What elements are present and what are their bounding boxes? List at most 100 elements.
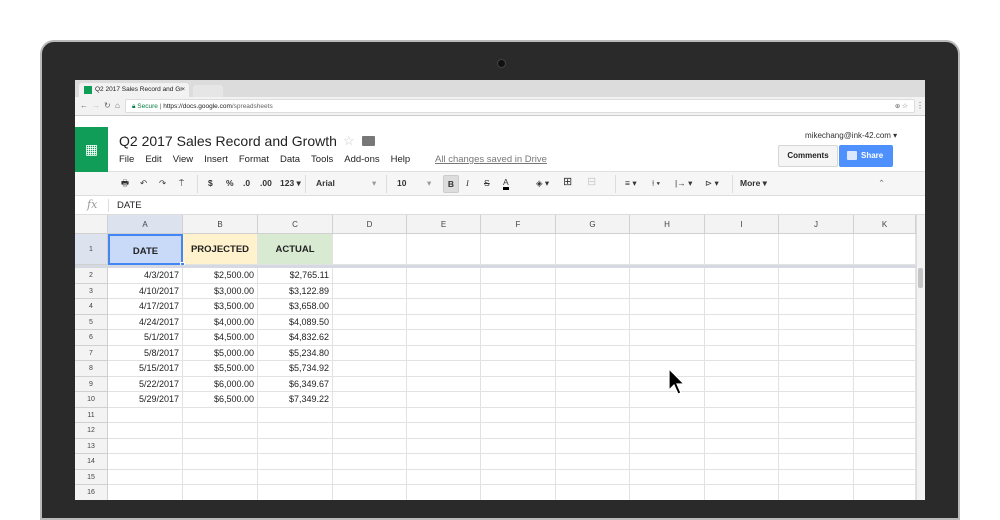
table-cell[interactable]: $7,349.22 bbox=[258, 392, 333, 408]
empty-cell[interactable] bbox=[407, 268, 481, 284]
empty-cell[interactable] bbox=[556, 345, 630, 361]
empty-cell[interactable] bbox=[556, 407, 630, 423]
empty-cell[interactable] bbox=[333, 469, 407, 485]
empty-cell[interactable] bbox=[556, 485, 630, 500]
empty-cell[interactable] bbox=[854, 454, 916, 470]
row-header[interactable]: 9 bbox=[75, 376, 108, 392]
row-header[interactable]: 12 bbox=[75, 423, 108, 439]
empty-cell[interactable] bbox=[630, 376, 705, 392]
empty-cell[interactable] bbox=[407, 454, 481, 470]
row-header[interactable]: 3 bbox=[75, 283, 108, 299]
row-header[interactable]: 2 bbox=[75, 268, 108, 284]
empty-cell[interactable] bbox=[183, 423, 258, 439]
empty-cell[interactable] bbox=[779, 454, 854, 470]
row-header[interactable]: 6 bbox=[75, 330, 108, 346]
empty-cell[interactable] bbox=[407, 485, 481, 500]
empty-cell[interactable] bbox=[705, 268, 779, 284]
row-header[interactable]: 11 bbox=[75, 407, 108, 423]
table-cell[interactable]: $2,765.11 bbox=[258, 268, 333, 284]
text-wrap-icon[interactable]: |→ ▾ bbox=[675, 178, 693, 188]
print-icon[interactable]: 🖶︎ bbox=[121, 178, 130, 188]
empty-cell[interactable] bbox=[333, 361, 407, 377]
empty-cell[interactable] bbox=[779, 407, 854, 423]
column-header-e[interactable]: E bbox=[407, 215, 481, 234]
empty-cell[interactable] bbox=[183, 485, 258, 500]
italic-button[interactable]: I bbox=[466, 178, 469, 188]
table-cell[interactable]: $4,000.00 bbox=[183, 314, 258, 330]
empty-cell[interactable] bbox=[630, 438, 705, 454]
column-header-i[interactable]: I bbox=[705, 215, 779, 234]
empty-cell[interactable] bbox=[333, 330, 407, 346]
empty-cell[interactable] bbox=[258, 485, 333, 500]
empty-cell[interactable] bbox=[556, 469, 630, 485]
empty-cell[interactable] bbox=[854, 345, 916, 361]
horizontal-align-icon[interactable]: ≡ ▾ bbox=[625, 178, 637, 188]
borders-icon[interactable]: ⊞ bbox=[563, 176, 573, 188]
frozen-row-divider[interactable] bbox=[75, 265, 916, 268]
row-header[interactable]: 7 bbox=[75, 345, 108, 361]
empty-cell[interactable] bbox=[705, 283, 779, 299]
empty-cell[interactable] bbox=[779, 330, 854, 346]
table-cell[interactable]: 4/17/2017 bbox=[108, 299, 183, 315]
empty-cell[interactable] bbox=[854, 485, 916, 500]
decrease-decimal-button[interactable]: .0 bbox=[243, 178, 251, 188]
close-tab-icon[interactable]: × bbox=[181, 86, 185, 93]
empty-cell[interactable] bbox=[481, 392, 556, 408]
menu-help[interactable]: Help bbox=[390, 154, 411, 165]
empty-cell[interactable] bbox=[630, 345, 705, 361]
empty-cell[interactable] bbox=[630, 361, 705, 377]
empty-cell[interactable] bbox=[705, 376, 779, 392]
empty-cell[interactable] bbox=[779, 299, 854, 315]
select-all-corner[interactable] bbox=[75, 215, 108, 234]
empty-cell[interactable] bbox=[556, 392, 630, 408]
undo-icon[interactable]: ↶ bbox=[140, 178, 148, 188]
empty-cell[interactable] bbox=[481, 469, 556, 485]
row-header[interactable]: 14 bbox=[75, 454, 108, 470]
empty-cell[interactable] bbox=[705, 423, 779, 439]
empty-cell[interactable] bbox=[556, 314, 630, 330]
column-header-j[interactable]: J bbox=[779, 215, 854, 234]
empty-cell[interactable] bbox=[183, 407, 258, 423]
empty-cell[interactable] bbox=[779, 392, 854, 408]
empty-cell[interactable] bbox=[407, 314, 481, 330]
text-color-button[interactable]: A bbox=[503, 178, 509, 190]
back-icon[interactable]: ← bbox=[80, 101, 88, 110]
empty-cell[interactable] bbox=[183, 469, 258, 485]
fill-color-icon[interactable]: ◈ ▾ bbox=[536, 178, 550, 188]
empty-cell[interactable] bbox=[630, 299, 705, 315]
table-cell[interactable]: 5/8/2017 bbox=[108, 345, 183, 361]
empty-cell[interactable] bbox=[705, 314, 779, 330]
row-header[interactable]: 1 bbox=[75, 234, 108, 265]
more-dropdown[interactable]: More ▾ bbox=[740, 178, 767, 188]
vertical-align-icon[interactable]: ⍿ ▾ bbox=[652, 178, 661, 188]
empty-cell[interactable] bbox=[258, 438, 333, 454]
empty-cell[interactable] bbox=[705, 361, 779, 377]
increase-decimal-button[interactable]: .00 bbox=[260, 178, 272, 188]
empty-cell[interactable] bbox=[705, 485, 779, 500]
browser-tab[interactable]: Q2 2017 Sales Record and Gr × bbox=[79, 83, 189, 97]
paint-format-icon[interactable]: ⍑ bbox=[179, 178, 185, 188]
empty-cell[interactable] bbox=[333, 283, 407, 299]
empty-cell[interactable] bbox=[333, 485, 407, 500]
empty-cell[interactable] bbox=[779, 234, 854, 265]
empty-cell[interactable] bbox=[854, 299, 916, 315]
table-cell[interactable]: $3,500.00 bbox=[183, 299, 258, 315]
empty-cell[interactable] bbox=[630, 330, 705, 346]
empty-cell[interactable] bbox=[854, 283, 916, 299]
empty-cell[interactable] bbox=[854, 330, 916, 346]
font-dropdown[interactable]: Arial bbox=[316, 178, 378, 188]
table-cell[interactable]: $6,349.67 bbox=[258, 376, 333, 392]
empty-cell[interactable] bbox=[407, 407, 481, 423]
row-header[interactable]: 8 bbox=[75, 361, 108, 377]
empty-cell[interactable] bbox=[705, 330, 779, 346]
table-cell[interactable]: 5/15/2017 bbox=[108, 361, 183, 377]
empty-cell[interactable] bbox=[407, 345, 481, 361]
strikethrough-button[interactable]: S bbox=[484, 178, 490, 188]
empty-cell[interactable] bbox=[630, 268, 705, 284]
text-rotation-icon[interactable]: ⊳ ▾ bbox=[705, 178, 719, 188]
empty-cell[interactable] bbox=[854, 469, 916, 485]
empty-cell[interactable] bbox=[630, 234, 705, 265]
menu-add-ons[interactable]: Add-ons bbox=[344, 154, 380, 165]
empty-cell[interactable] bbox=[108, 485, 183, 500]
column-header-c[interactable]: C bbox=[258, 215, 333, 234]
